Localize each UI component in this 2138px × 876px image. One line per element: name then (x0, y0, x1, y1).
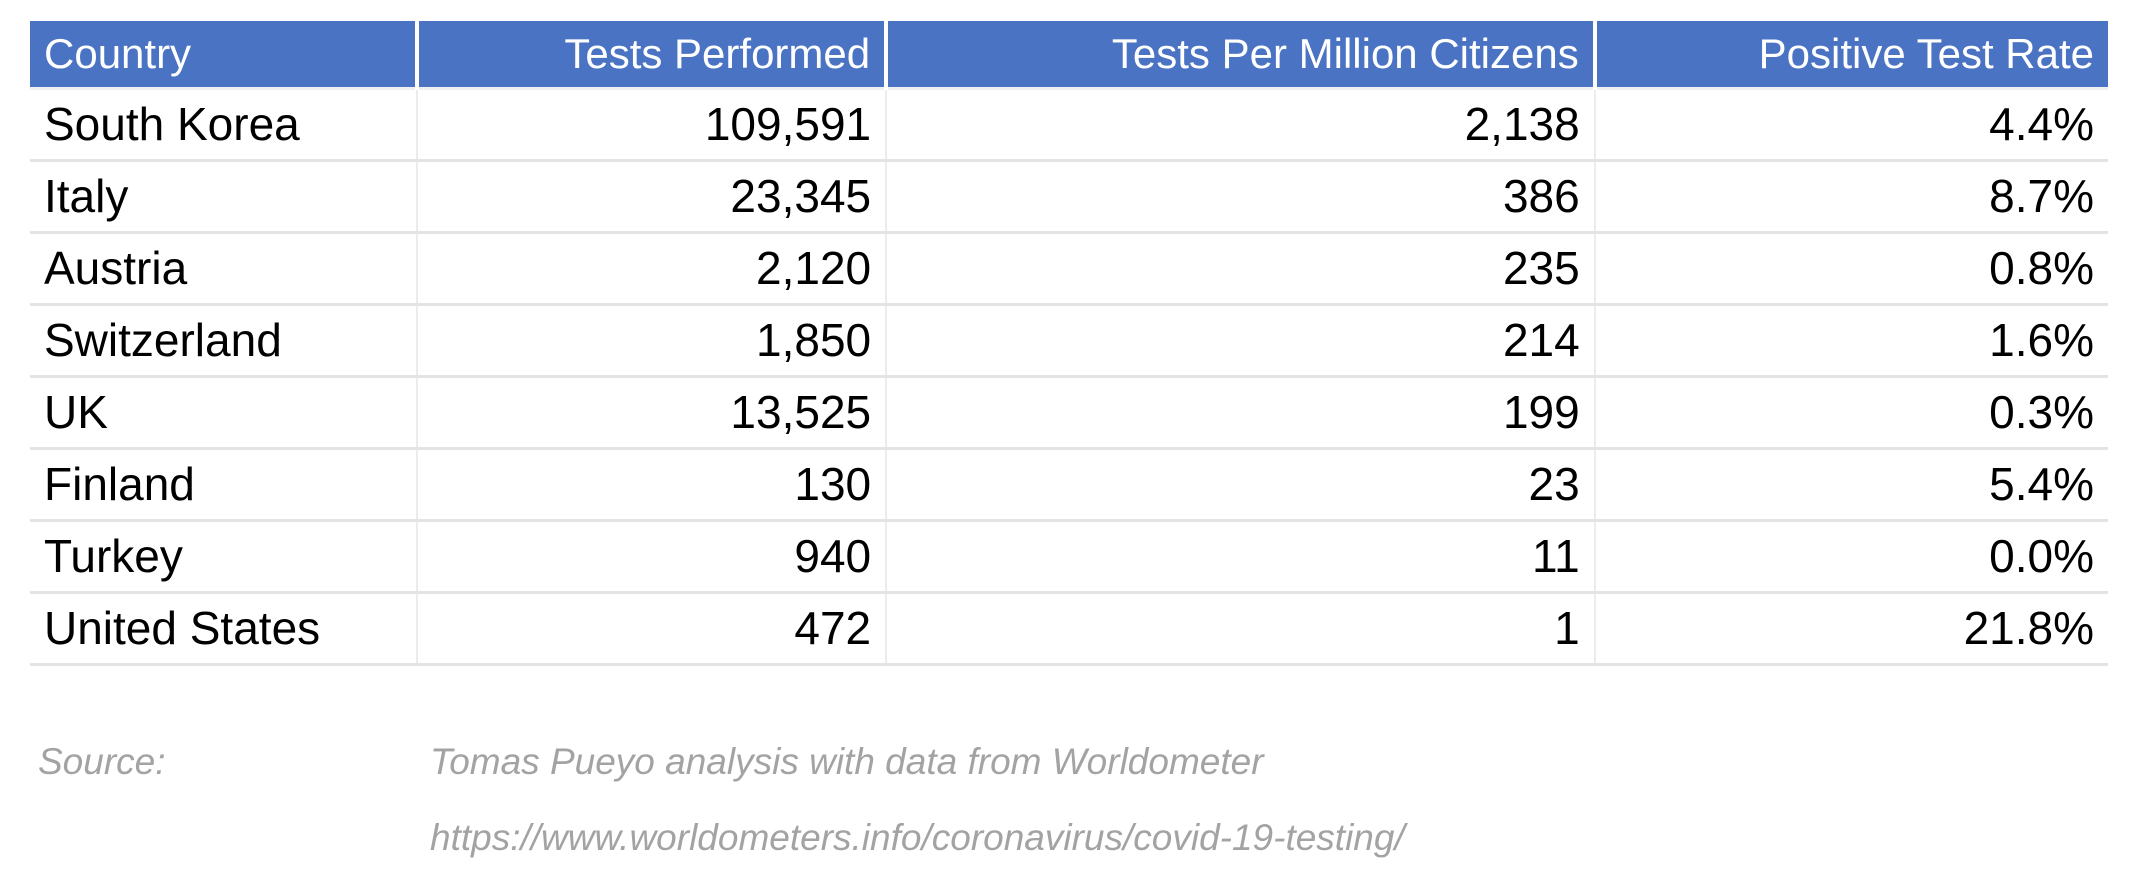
cell-tests-per-million: 214 (885, 304, 1595, 378)
cell-positive-rate: 0.8% (1593, 232, 2108, 306)
table-row: Turkey 940 11 0.0% (30, 520, 2108, 594)
cell-positive-rate: 0.3% (1593, 376, 2108, 450)
cell-country: Austria (30, 232, 417, 306)
table-row: United States 472 1 21.8% (30, 592, 2108, 666)
header-row: Country Tests Performed Tests Per Millio… (30, 21, 2108, 88)
table-header: Country Tests Performed Tests Per Millio… (30, 21, 2108, 88)
cell-tests-per-million: 23 (885, 448, 1595, 522)
cell-country: Italy (30, 160, 417, 234)
header-cell-tests-per-million: Tests Per Million Citizens (884, 21, 1595, 88)
cell-tests-performed: 1,850 (415, 304, 887, 378)
table-row: Italy 23,345 386 8.7% (30, 160, 2108, 234)
table-row: Finland 130 23 5.4% (30, 448, 2108, 522)
testing-data-table: Country Tests Performed Tests Per Millio… (30, 21, 2108, 666)
table-row: Austria 2,120 235 0.8% (30, 232, 2108, 306)
table-row: Switzerland 1,850 214 1.6% (30, 304, 2108, 378)
cell-tests-per-million: 235 (885, 232, 1595, 306)
cell-positive-rate: 0.0% (1593, 520, 2108, 594)
cell-tests-per-million: 199 (885, 376, 1595, 450)
cell-country: Switzerland (30, 304, 417, 378)
cell-positive-rate: 5.4% (1593, 448, 2108, 522)
table-row: South Korea 109,591 2,138 4.4% (30, 86, 2108, 162)
table-row: UK 13,525 199 0.3% (30, 376, 2108, 450)
cell-tests-performed: 2,120 (415, 232, 887, 306)
cell-positive-rate: 21.8% (1593, 592, 2108, 666)
cell-tests-performed: 109,591 (415, 86, 887, 162)
source-text: Tomas Pueyo analysis with data from Worl… (430, 738, 1405, 862)
table-body: South Korea 109,591 2,138 4.4% Italy 23,… (30, 86, 2108, 666)
cell-country: South Korea (30, 86, 417, 162)
cell-positive-rate: 4.4% (1593, 86, 2108, 162)
cell-tests-per-million: 11 (885, 520, 1595, 594)
cell-tests-per-million: 1 (885, 592, 1595, 666)
source-line-analysis: Tomas Pueyo analysis with data from Worl… (430, 741, 1264, 782)
cell-country: Finland (30, 448, 417, 522)
cell-country: UK (30, 376, 417, 450)
cell-tests-performed: 13,525 (415, 376, 887, 450)
cell-tests-performed: 130 (415, 448, 887, 522)
header-cell-positive-rate: Positive Test Rate (1592, 21, 2108, 88)
header-cell-country: Country (30, 21, 417, 88)
source-line-url: https://www.worldometers.info/coronaviru… (430, 817, 1405, 858)
testing-data-table-container: Country Tests Performed Tests Per Millio… (30, 21, 2108, 666)
cell-tests-performed: 940 (415, 520, 887, 594)
source-label: Source: (38, 741, 166, 782)
cell-country: Turkey (30, 520, 417, 594)
cell-country: United States (30, 592, 417, 666)
cell-positive-rate: 8.7% (1593, 160, 2108, 234)
cell-tests-performed: 23,345 (415, 160, 887, 234)
header-cell-tests-performed: Tests Performed (414, 21, 887, 88)
source-attribution: Source: Tomas Pueyo analysis with data f… (38, 738, 1405, 862)
cell-tests-per-million: 386 (885, 160, 1595, 234)
cell-tests-performed: 472 (415, 592, 887, 666)
cell-tests-per-million: 2,138 (885, 86, 1595, 162)
cell-positive-rate: 1.6% (1593, 304, 2108, 378)
